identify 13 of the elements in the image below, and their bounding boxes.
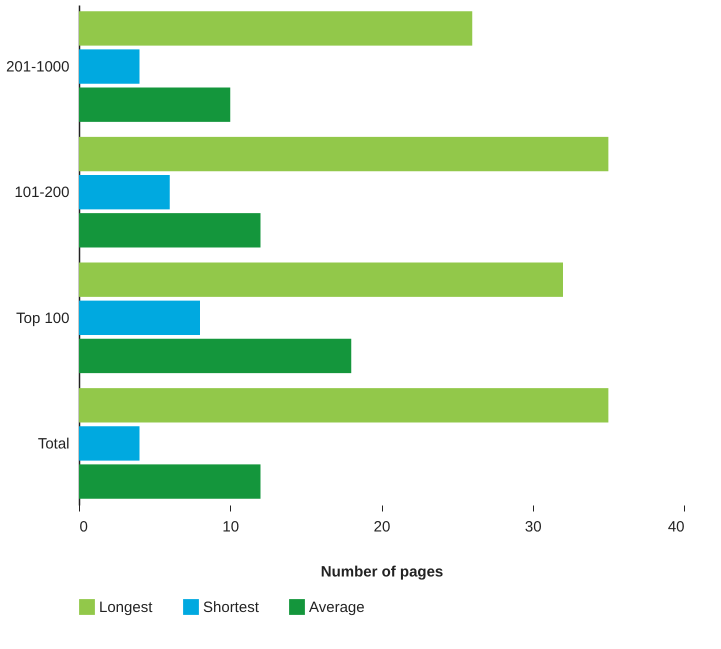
x-tick-label: 20 bbox=[374, 518, 390, 536]
x-tick-label: 40 bbox=[668, 518, 684, 536]
y-tick-label: Total bbox=[38, 435, 70, 452]
legend-label: Average bbox=[309, 599, 365, 616]
legend-label: Longest bbox=[99, 599, 154, 616]
x-tick-label: 10 bbox=[222, 518, 240, 536]
legend-label: Shortest bbox=[203, 599, 260, 616]
x-axis-title: Number of pages bbox=[320, 564, 444, 580]
y-tick-label: Top 100 bbox=[16, 310, 70, 327]
x-tick-label: 30 bbox=[524, 518, 542, 536]
y-tick-label: 101-200 bbox=[14, 184, 70, 202]
y-tick-label: 201-1000 bbox=[6, 58, 70, 76]
x-tick-label: 0 bbox=[80, 518, 88, 536]
